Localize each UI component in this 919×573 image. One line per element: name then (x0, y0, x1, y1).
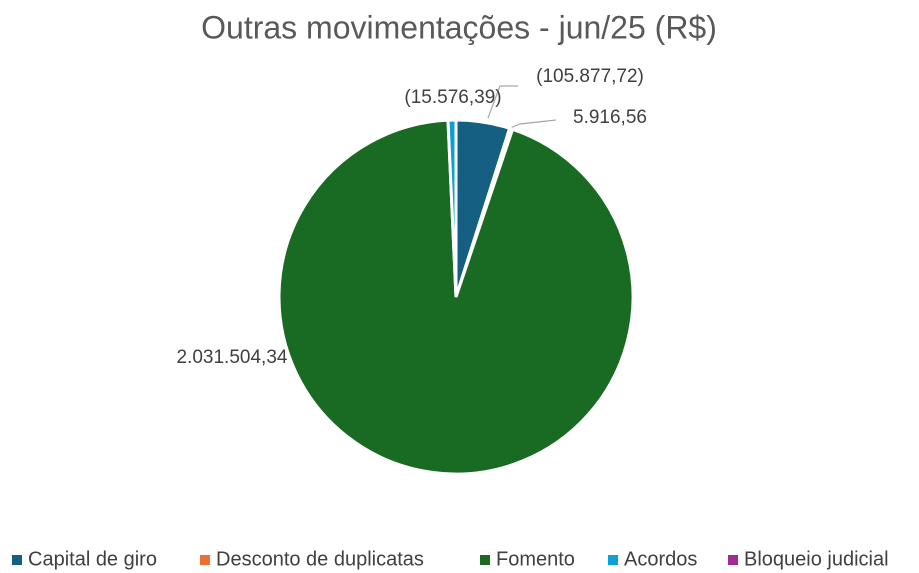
legend-swatch (728, 555, 738, 565)
data-label: (105.877,72) (536, 66, 644, 87)
leader-lines (487, 85, 557, 129)
legend-swatch (200, 555, 210, 565)
chart-title: Outras movimentações - jun/25 (R$) (201, 9, 717, 45)
legend-swatch (608, 555, 618, 565)
legend-swatch (480, 555, 490, 565)
leader-line (487, 85, 518, 119)
data-label: (15.576,39) (404, 87, 501, 108)
legend-label: Acordos (624, 548, 697, 570)
legend-label: Bloqueio judicial (744, 548, 889, 570)
leader-line (509, 119, 557, 129)
data-label: 5.916,56 (573, 107, 647, 128)
pie-slice (277, 118, 635, 476)
data-label: 2.031.504,34 (177, 347, 288, 368)
legend-label: Capital de giro (28, 548, 157, 570)
legend-swatch (12, 555, 22, 565)
pie-slice (446, 118, 458, 298)
legend-label: Fomento (496, 548, 575, 570)
legend-label: Desconto de duplicatas (216, 548, 424, 570)
